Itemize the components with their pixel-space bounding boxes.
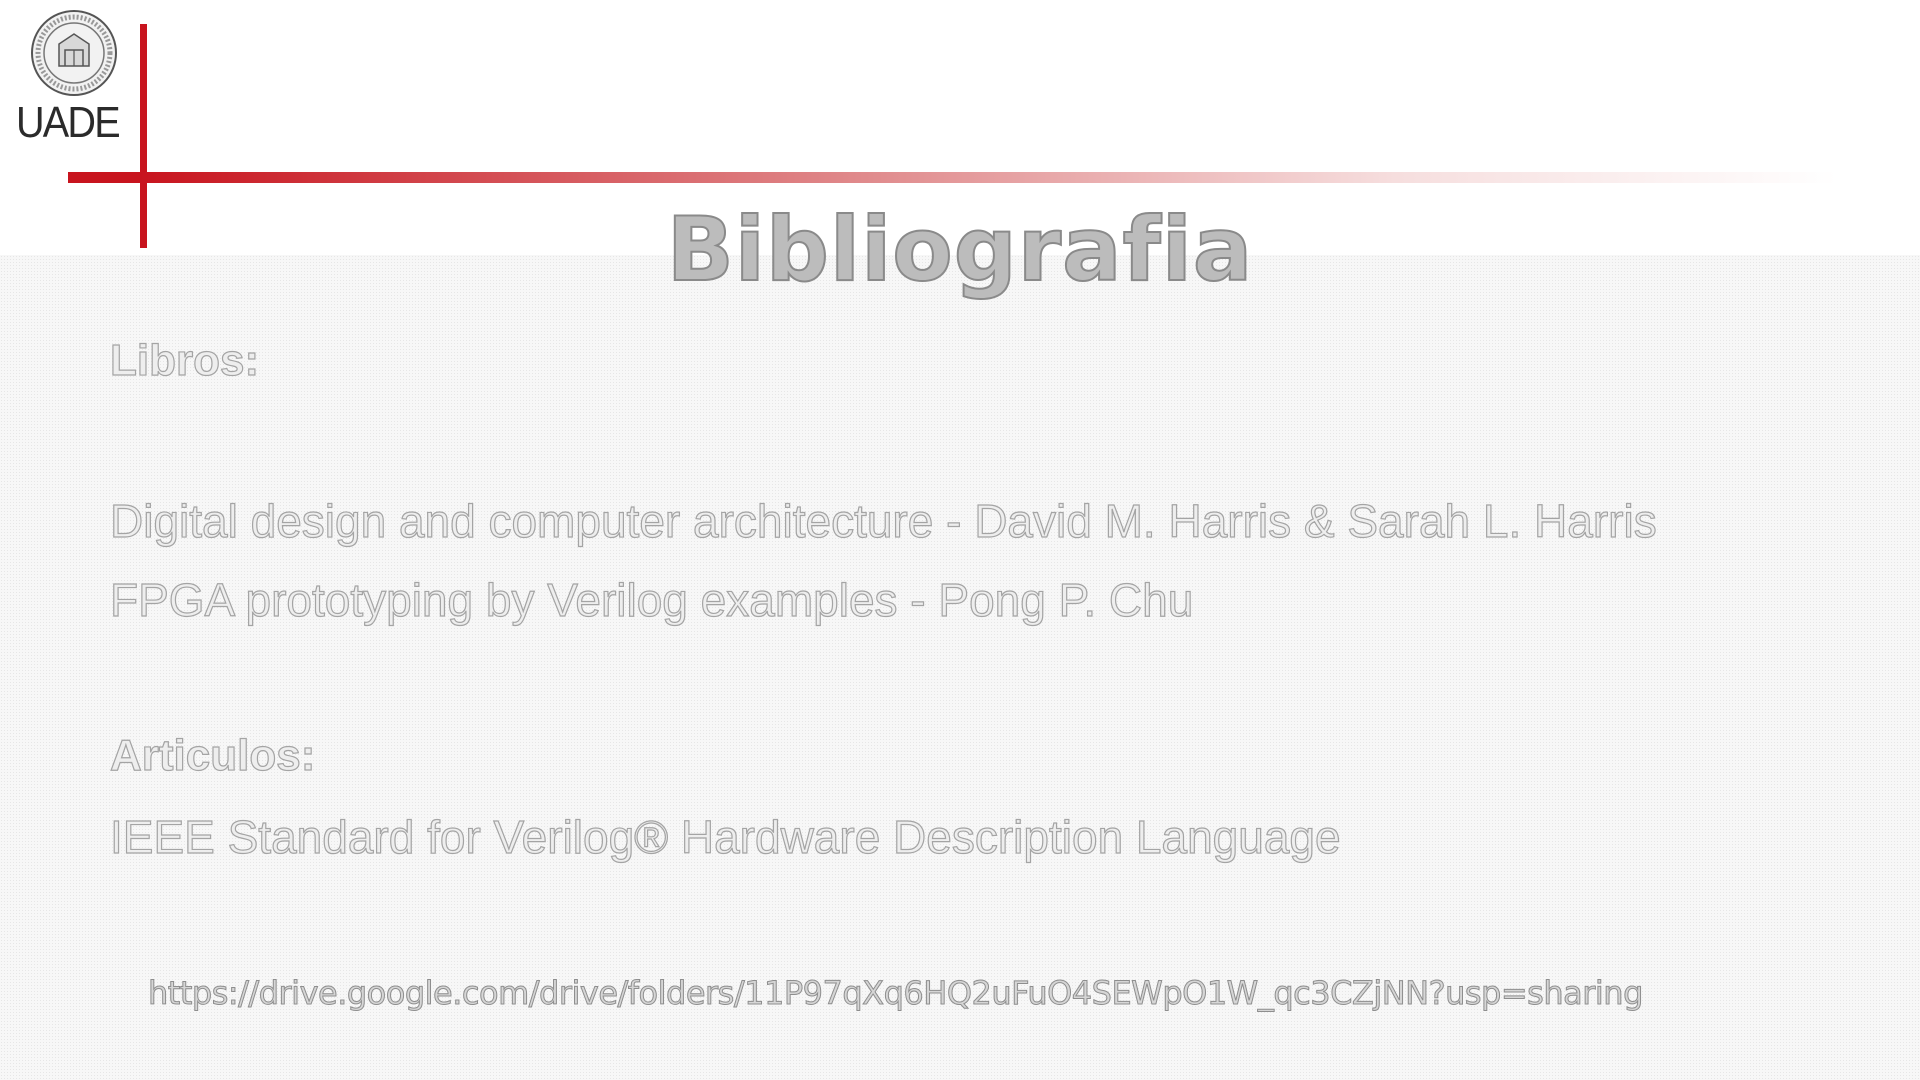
drive-link[interactable]: https://drive.google.com/drive/folders/1… (148, 974, 1644, 1013)
books-heading: Libros: (109, 335, 260, 385)
slide-background (0, 255, 1920, 1080)
logo-text: UADE (16, 98, 121, 147)
university-logo: UADE (12, 8, 147, 148)
seal-icon (31, 10, 117, 96)
accent-horizontal-line (68, 172, 1838, 183)
book-item: FPGA prototyping by Verilog examples - P… (109, 573, 1194, 626)
accent-vertical-line (140, 24, 147, 248)
book-item: Digital design and computer architecture… (109, 494, 1657, 547)
slide-title: Bibliografia (666, 197, 1254, 302)
articles-heading: Articulos: (109, 730, 316, 780)
article-item: IEEE Standard for Verilog® Hardware Desc… (109, 810, 1341, 863)
